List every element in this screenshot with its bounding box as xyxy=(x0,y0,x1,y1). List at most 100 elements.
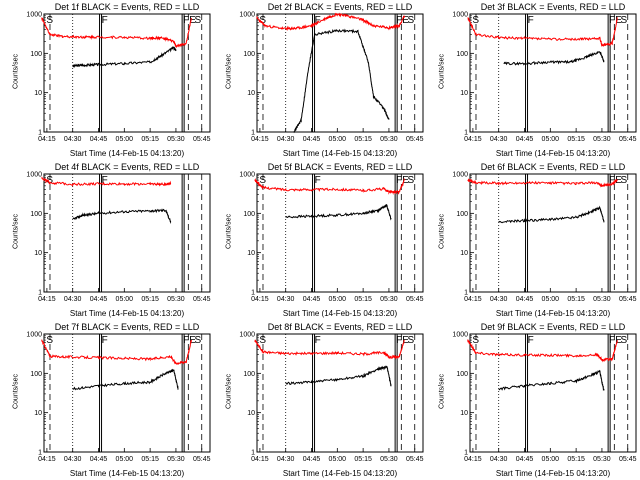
chart-panel: Det 8f BLACK = Events, RED = LLD Counts/s… xyxy=(213,320,426,480)
time-marker-label: S xyxy=(407,175,414,186)
lld-series-line xyxy=(467,17,618,48)
lld-series-line xyxy=(41,17,192,48)
y-tick-label: 1 xyxy=(251,290,255,297)
chart-svg: 1 10 100 1000 04:15 04:30 04:45 05:00 05:15 05:30… xyxy=(452,12,636,144)
x-tick-label: 05:45 xyxy=(406,136,424,143)
y-tick-label: 1000 xyxy=(239,332,255,339)
x-tick-label: 04:45 xyxy=(516,296,534,303)
x-tick-label: 05:30 xyxy=(167,456,185,463)
time-marker-label: S xyxy=(259,335,266,346)
x-tick-label: 05:15 xyxy=(567,296,585,303)
chart-svg: 1 10 100 1000 04:15 04:30 04:45 05:00 05:15 05:30… xyxy=(239,332,424,464)
y-tick-label: 1000 xyxy=(26,12,42,19)
x-tick-label: 05:30 xyxy=(380,296,398,303)
x-axis-label: Start Time (14-Feb-15 04:13:20) xyxy=(282,469,398,478)
time-marker-label: FE xyxy=(183,15,196,26)
chart-svg: 1 10 100 1000 04:15 04:30 04:45 05:00 05:15 05:30… xyxy=(239,172,424,304)
x-tick-label: 04:45 xyxy=(303,456,321,463)
y-tick-label: 1000 xyxy=(452,12,468,19)
plot-frame xyxy=(43,13,211,133)
time-marker-label: S xyxy=(407,335,414,346)
time-marker-label: F xyxy=(315,15,321,26)
time-marker-label: F xyxy=(102,175,108,186)
chart-panel: Det 7f BLACK = Events, RED = LLD Counts/s… xyxy=(0,320,213,480)
events-series-line xyxy=(503,51,605,66)
x-tick-label: 05:00 xyxy=(542,296,560,303)
events-series-line xyxy=(285,365,392,387)
y-tick-label: 1 xyxy=(38,130,42,137)
time-marker-label: FE xyxy=(396,175,409,186)
x-tick-label: 05:00 xyxy=(116,296,134,303)
lld-series-line xyxy=(41,176,172,187)
lld-series-line xyxy=(254,339,405,360)
x-tick-label: 04:15 xyxy=(251,456,269,463)
y-tick-label: 10 xyxy=(460,90,468,97)
plot-frame xyxy=(43,333,211,453)
y-tick-label: 10 xyxy=(34,250,42,257)
time-marker-label: S xyxy=(259,175,266,186)
lld-series-line xyxy=(254,177,405,195)
x-axis-label: Start Time (14-Feb-15 04:13:20) xyxy=(69,469,185,478)
chart-title: Det 9f BLACK = Events, RED = LLD xyxy=(480,322,626,332)
x-tick-label: 05:45 xyxy=(406,296,424,303)
lld-series-line xyxy=(41,339,192,366)
x-tick-label: 04:15 xyxy=(464,456,482,463)
time-marker-label: S xyxy=(407,15,414,26)
x-tick-label: 04:30 xyxy=(490,136,508,143)
x-tick-label: 05:45 xyxy=(619,456,637,463)
time-marker-label: FE xyxy=(396,335,409,346)
y-tick-label: 10 xyxy=(247,90,255,97)
x-tick-label: 04:30 xyxy=(277,456,295,463)
chart-svg: 1 10 100 1000 04:15 04:30 04:45 05:00 05:15 05:30… xyxy=(452,172,637,304)
x-tick-label: 04:30 xyxy=(277,136,295,143)
x-tick-label: 05:45 xyxy=(193,136,211,143)
x-tick-label: 05:00 xyxy=(329,456,347,463)
chart-panel: Det 9f BLACK = Events, RED = LLD Counts/s… xyxy=(426,320,639,480)
y-tick-label: 1 xyxy=(251,450,255,457)
y-tick-label: 100 xyxy=(243,51,255,58)
time-marker-label: FE xyxy=(609,335,622,346)
x-tick-label: 04:30 xyxy=(64,136,82,143)
x-tick-label: 05:00 xyxy=(542,136,560,143)
time-marker-label: FE xyxy=(609,15,622,26)
chart-title: Det 7f BLACK = Events, RED = LLD xyxy=(54,322,200,332)
chart-title: Det 8f BLACK = Events, RED = LLD xyxy=(267,322,413,332)
x-tick-label: 04:30 xyxy=(64,296,82,303)
time-marker-label: S xyxy=(194,15,201,26)
chart-title: Det 6f BLACK = Events, RED = LLD xyxy=(480,162,626,172)
x-tick-label: 04:15 xyxy=(464,296,482,303)
events-series-line xyxy=(498,369,605,391)
chart-svg: 1 10 100 1000 04:15 04:30 04:45 05:00 05:15 05:30… xyxy=(26,332,211,464)
x-tick-label: 04:30 xyxy=(277,296,295,303)
lld-series-line xyxy=(256,12,405,31)
x-tick-label: 04:15 xyxy=(38,456,56,463)
x-axis-label: Start Time (14-Feb-15 04:13:20) xyxy=(282,149,398,158)
x-tick-label: 05:30 xyxy=(167,136,185,143)
x-tick-label: 05:30 xyxy=(167,296,185,303)
x-tick-label: 05:15 xyxy=(141,136,159,143)
time-marker-label: F xyxy=(102,15,108,26)
x-tick-label: 05:15 xyxy=(354,456,372,463)
time-marker-label: FE xyxy=(183,335,196,346)
time-marker-label: S xyxy=(259,15,266,26)
x-tick-label: 05:45 xyxy=(406,456,424,463)
x-tick-label: 04:45 xyxy=(303,296,321,303)
x-tick-label: 04:30 xyxy=(490,296,508,303)
time-marker-label: S xyxy=(620,175,627,186)
events-series-line xyxy=(285,204,392,221)
chart-panel: Det 3f BLACK = Events, RED = LLD Counts/s… xyxy=(426,0,639,160)
y-tick-label: 1000 xyxy=(452,172,468,179)
time-marker-label: S xyxy=(46,15,53,26)
time-marker-label: S xyxy=(46,335,53,346)
y-tick-label: 1 xyxy=(38,290,42,297)
time-marker-label: S xyxy=(194,335,201,346)
x-tick-label: 04:45 xyxy=(90,456,108,463)
chart-title: Det 1f BLACK = Events, RED = LLD xyxy=(54,2,200,12)
x-tick-label: 04:15 xyxy=(251,296,269,303)
x-axis-label: Start Time (14-Feb-15 04:13:20) xyxy=(495,149,611,158)
plot-frame xyxy=(469,173,637,293)
y-tick-label: 100 xyxy=(456,371,468,378)
chart-svg: 1 10 100 1000 04:15 04:30 04:45 05:00 05:15 05:30… xyxy=(26,12,211,144)
chart-title: Det 4f BLACK = Events, RED = LLD xyxy=(54,162,200,172)
